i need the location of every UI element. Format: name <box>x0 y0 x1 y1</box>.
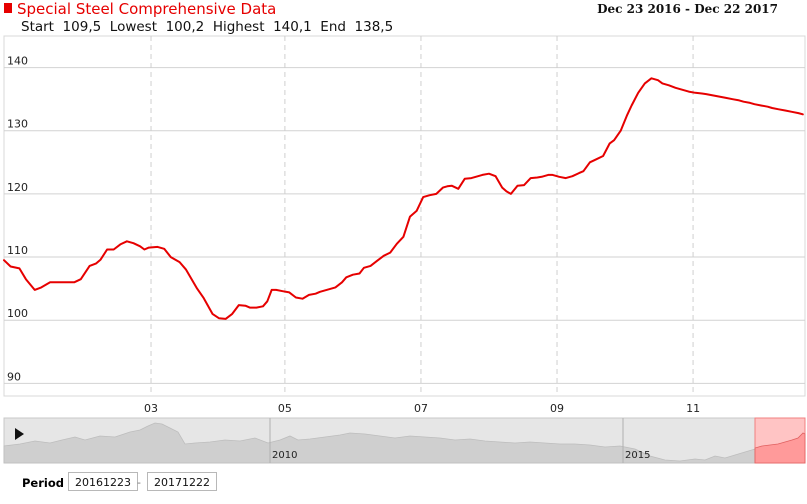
chart-title: Special Steel Comprehensive Data <box>17 0 276 18</box>
y-tick-label: 120 <box>7 181 28 194</box>
period-start-field[interactable]: 20161223 <box>68 472 138 491</box>
x-tick-label: 11 <box>686 402 700 415</box>
y-tick-label: 140 <box>7 55 28 68</box>
y-tick-label: 100 <box>7 307 28 320</box>
title-square-icon <box>4 3 12 13</box>
x-tick-label: 07 <box>414 402 428 415</box>
period-separator: - <box>137 476 141 489</box>
price-line <box>4 78 803 319</box>
y-tick-label: 90 <box>7 370 21 383</box>
period-label: Period <box>22 476 64 490</box>
date-range: Dec 23 2016 - Dec 22 2017 <box>597 2 778 16</box>
series-line <box>4 78 803 319</box>
navigator-year-label: 2015 <box>625 450 650 461</box>
x-tick-label: 05 <box>278 402 292 415</box>
range-navigator[interactable]: 2010 2015 <box>4 418 805 463</box>
x-tick-label: 03 <box>144 402 158 415</box>
y-tick-label: 110 <box>7 244 28 257</box>
x-tick-label: 09 <box>550 402 564 415</box>
summary-stats: Start 109,5 Lowest 100,2 Highest 140,1 E… <box>21 19 393 35</box>
period-selector: Period 20161223 - 20171222 <box>0 472 807 496</box>
period-end-field[interactable]: 20171222 <box>147 472 217 491</box>
x-axis-ticks: 03 05 07 09 11 <box>144 402 700 415</box>
y-tick-label: 130 <box>7 118 28 131</box>
y-axis-ticks: 90 100 110 120 130 140 <box>7 55 28 384</box>
navigator-year-label: 2010 <box>272 450 297 461</box>
